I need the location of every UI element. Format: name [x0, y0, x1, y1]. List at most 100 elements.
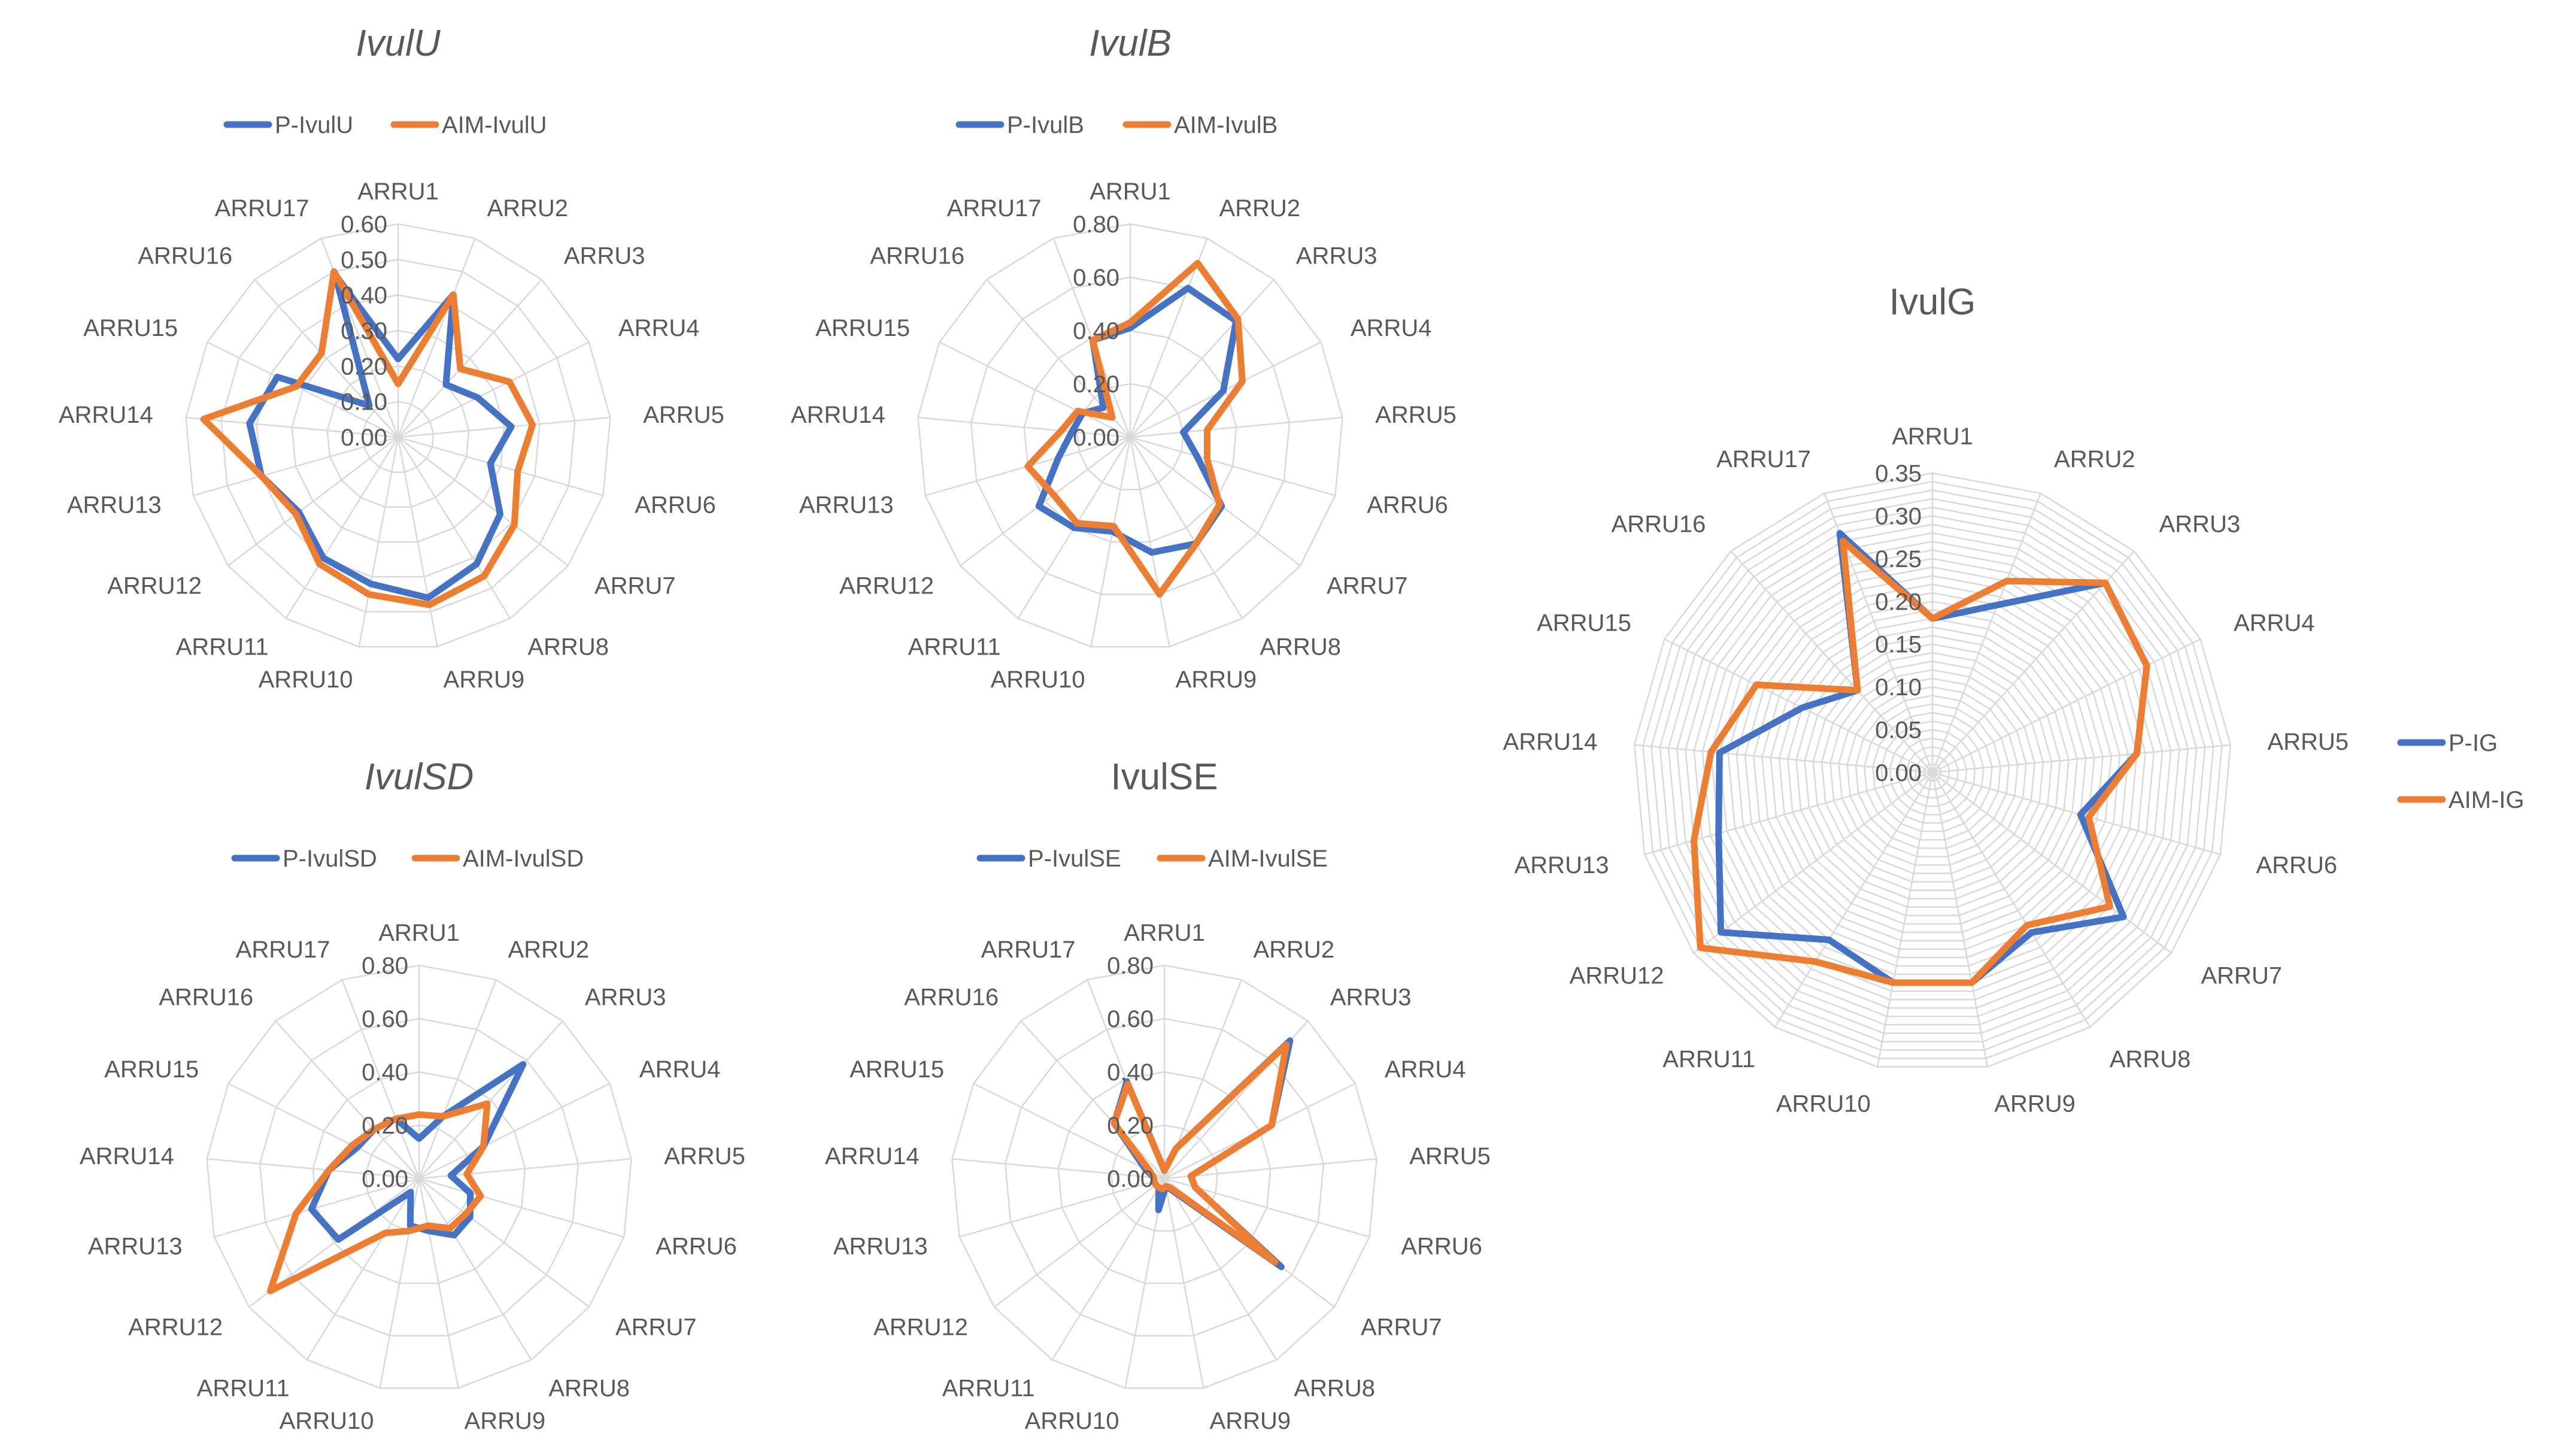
axis-spoke: [1693, 772, 1933, 954]
category-label: ARRU17: [215, 195, 310, 222]
category-label: ARRU5: [664, 1143, 745, 1170]
grid-ring: [312, 1071, 526, 1285]
grid-ring: [1727, 566, 2138, 976]
axis-spoke: [397, 238, 476, 438]
axis-spoke: [1932, 638, 2201, 774]
category-label: ARRU14: [80, 1143, 174, 1170]
grid-ring: [206, 964, 632, 1389]
series-aim-ivulb: [1024, 260, 1246, 598]
category-label: ARRU11: [942, 1375, 1035, 1401]
grid-ring: [185, 223, 611, 648]
grid-ring: [362, 401, 435, 473]
legend-label: AIM-IvulB: [1174, 112, 1278, 138]
axis-spoke: [1932, 550, 2135, 773]
axis-spoke: [1932, 771, 2221, 856]
grid-ring: [1914, 755, 1950, 790]
tick-label: 0.60: [362, 1006, 408, 1032]
category-label: ARRU14: [825, 1143, 920, 1170]
legend: P-IvulU AIM-IvulU: [223, 112, 547, 138]
category-label: ARRU3: [2159, 511, 2241, 538]
grid-ring: [1659, 498, 2206, 1043]
category-label: ARRU9: [1210, 1408, 1291, 1434]
tick-label: 0.40: [341, 283, 387, 309]
axis-spoke: [397, 437, 438, 647]
legend: P-IvulSD AIM-IvulSD: [231, 846, 584, 872]
axis-spoke: [418, 1178, 590, 1308]
axis-spoke: [275, 1020, 420, 1179]
axis-spoke: [1932, 744, 2231, 774]
series-aim-ivulsd: [266, 1100, 491, 1295]
axis-spoke: [1129, 238, 1208, 438]
radar-chart-ivulsd: 0.00 0.20 0.40 0.60 0.80 ARRU1 ARRU2 ARRU3 ARRU4…: [80, 756, 745, 1434]
category-label: ARRU14: [791, 402, 885, 428]
axis-spoke: [418, 1177, 624, 1238]
tick-label: 0.00: [362, 1166, 408, 1192]
axis-spoke: [1130, 279, 1275, 438]
legend: P-IG AIM-IG: [2397, 730, 2525, 813]
legend-label: AIM-IG: [2448, 787, 2525, 813]
axis-spoke: [254, 279, 399, 438]
category-label: ARRU15: [815, 315, 910, 341]
grid-ring: [917, 223, 1343, 648]
legend-label: AIM-IvulU: [442, 112, 547, 138]
axis-spoke: [418, 1178, 459, 1389]
axis-spoke: [1932, 772, 2172, 954]
tick-label: 0.30: [341, 318, 387, 344]
legend-label: P-IvulSE: [1028, 846, 1121, 872]
category-label: ARRU1: [1892, 423, 1973, 450]
category-label: ARRU7: [1361, 1314, 1442, 1341]
tick-label: 0.00: [341, 425, 387, 451]
grid-ring: [1057, 1071, 1272, 1285]
category-label: ARRU7: [2201, 963, 2282, 989]
legend: P-IvulB AIM-IvulB: [955, 112, 1278, 138]
category-label: ARRU14: [1503, 729, 1598, 755]
axis-spoke: [285, 437, 399, 619]
grid-ring: [970, 276, 1291, 595]
category-label: ARRU6: [2256, 852, 2338, 879]
grid-ring: [1110, 1124, 1218, 1232]
category-label: ARRU17: [981, 937, 1076, 963]
category-label: ARRU10: [1025, 1408, 1119, 1434]
category-label: ARRU8: [527, 634, 609, 660]
series-p-ivulu: [246, 271, 515, 601]
axis-spoke: [1774, 772, 1934, 1028]
grid-ring: [220, 259, 576, 613]
category-label: ARRU2: [508, 937, 589, 963]
category-label: ARRU11: [176, 634, 269, 660]
tick-label: 0.80: [362, 953, 408, 979]
category-label: ARRU4: [639, 1056, 721, 1083]
category-label: ARRU9: [465, 1408, 546, 1434]
category-label: ARRU1: [378, 920, 460, 946]
grid-ring: [1821, 661, 2044, 883]
tick-label: 0.10: [1875, 674, 1922, 701]
axis-spoke: [1090, 437, 1131, 647]
axis-spoke: [193, 436, 399, 496]
axis-spoke: [959, 1177, 1165, 1238]
axis-spoke: [398, 279, 542, 438]
grid-ring: [1880, 720, 1985, 824]
category-label: ARRU2: [1253, 937, 1334, 963]
series-aim-ig: [1691, 538, 2150, 986]
grid-ring: [1004, 1017, 1325, 1337]
category-label: ARRU5: [1409, 1143, 1491, 1170]
axis-spoke: [1163, 1178, 1204, 1389]
category-label: ARRU7: [594, 573, 676, 599]
tick-label: 0.60: [1073, 265, 1119, 291]
axis-spoke: [994, 1178, 1165, 1308]
category-label: ARRU7: [615, 1314, 697, 1341]
axis-spoke: [1163, 1178, 1278, 1361]
grid-ring: [1770, 609, 2095, 934]
tick-label: 0.30: [1875, 503, 1922, 529]
tick-label: 0.20: [341, 353, 387, 380]
grid-ring: [1701, 541, 2164, 1001]
radar-chart-ivulse: 0.00 0.20 0.40 0.60 0.80 ARRU1 ARRU2 ARRU3 ARRU4…: [825, 756, 1491, 1434]
category-label: ARRU15: [104, 1056, 199, 1083]
category-label: ARRU6: [656, 1233, 737, 1259]
grid-ring: [256, 294, 541, 578]
category-label: ARRU10: [991, 667, 1085, 693]
legend-label: P-IvulSD: [283, 846, 377, 872]
axis-spoke: [398, 416, 611, 438]
category-label: ARRU15: [849, 1056, 944, 1083]
legend-label: AIM-IvulSE: [1208, 846, 1328, 872]
axis-spoke: [1051, 1178, 1166, 1361]
